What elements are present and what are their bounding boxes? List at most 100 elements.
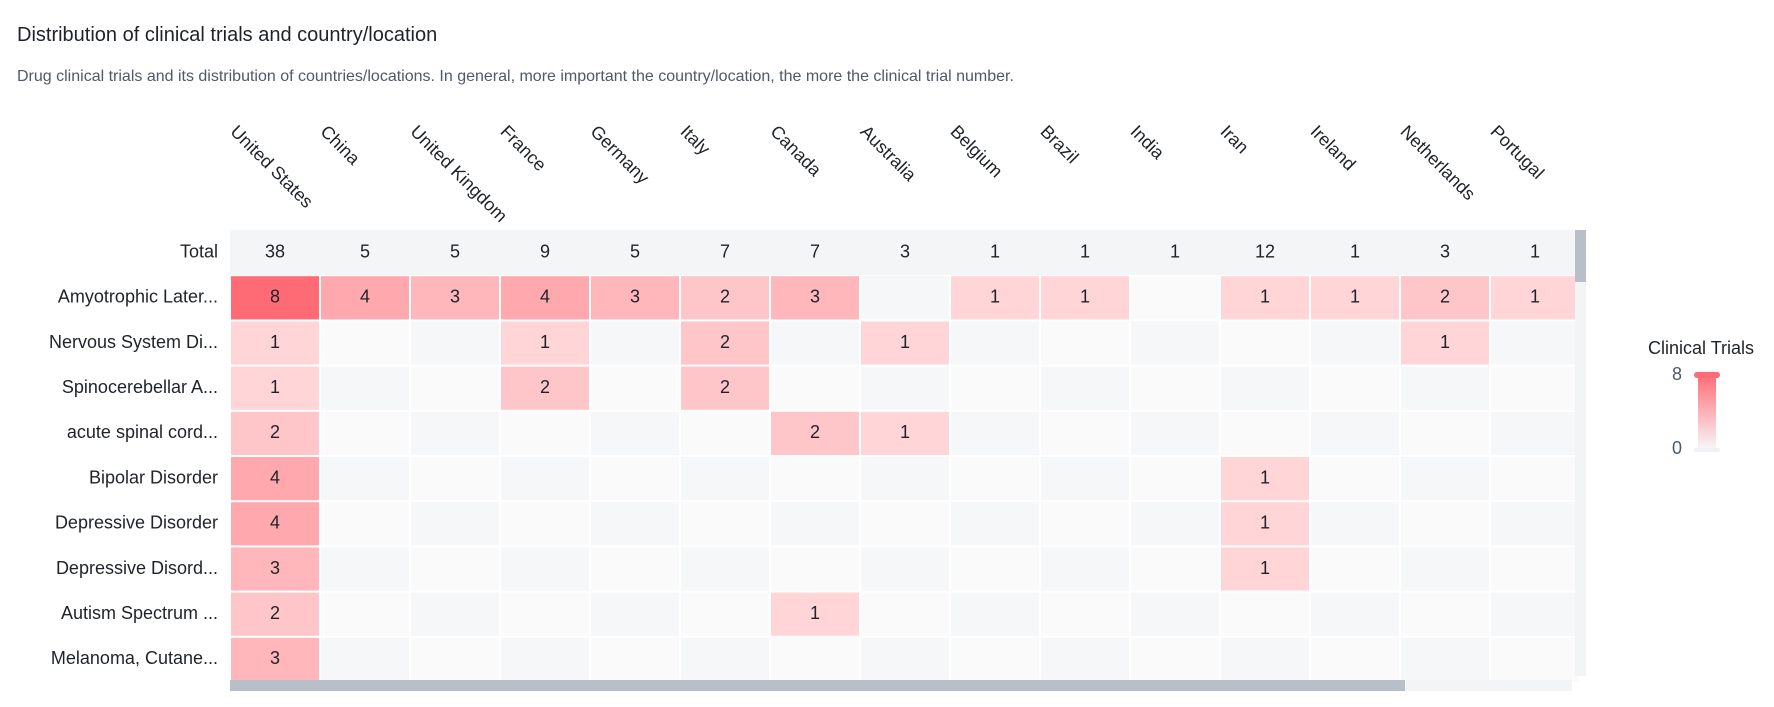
heatmap-empty-cell[interactable] xyxy=(1221,367,1309,410)
heatmap-empty-cell[interactable] xyxy=(681,638,769,681)
heatmap-empty-cell[interactable] xyxy=(321,593,409,636)
heatmap-empty-cell[interactable] xyxy=(411,412,499,455)
heatmap-empty-cell[interactable] xyxy=(1401,638,1489,681)
heatmap-empty-cell[interactable] xyxy=(1311,412,1399,455)
heatmap-empty-cell[interactable] xyxy=(1041,321,1129,364)
heatmap-empty-cell[interactable] xyxy=(1131,412,1219,455)
heatmap-empty-cell[interactable] xyxy=(1491,321,1579,364)
heatmap-empty-cell[interactable] xyxy=(951,502,1039,545)
heatmap-empty-cell[interactable] xyxy=(1311,321,1399,364)
heatmap-empty-cell[interactable] xyxy=(681,457,769,500)
heatmap-empty-cell[interactable] xyxy=(951,638,1039,681)
heatmap-empty-cell[interactable] xyxy=(861,367,949,410)
heatmap-empty-cell[interactable] xyxy=(951,367,1039,410)
heatmap-empty-cell[interactable] xyxy=(771,638,859,681)
heatmap-empty-cell[interactable] xyxy=(1401,367,1489,410)
heatmap-empty-cell[interactable] xyxy=(1311,593,1399,636)
heatmap-empty-cell[interactable] xyxy=(411,547,499,590)
heatmap-empty-cell[interactable] xyxy=(1401,412,1489,455)
heatmap-empty-cell[interactable] xyxy=(1131,367,1219,410)
heatmap-empty-cell[interactable] xyxy=(501,638,589,681)
heatmap-empty-cell[interactable] xyxy=(771,547,859,590)
heatmap-empty-cell[interactable] xyxy=(681,547,769,590)
heatmap-empty-cell[interactable] xyxy=(1041,547,1129,590)
heatmap-empty-cell[interactable] xyxy=(1041,502,1129,545)
heatmap-empty-cell[interactable] xyxy=(1131,457,1219,500)
heatmap-empty-cell[interactable] xyxy=(591,412,679,455)
heatmap-empty-cell[interactable] xyxy=(591,593,679,636)
heatmap-empty-cell[interactable] xyxy=(681,593,769,636)
heatmap-empty-cell[interactable] xyxy=(411,367,499,410)
heatmap-empty-cell[interactable] xyxy=(1131,638,1219,681)
heatmap-empty-cell[interactable] xyxy=(1401,547,1489,590)
heatmap-empty-cell[interactable] xyxy=(591,367,679,410)
heatmap-empty-cell[interactable] xyxy=(861,457,949,500)
heatmap-empty-cell[interactable] xyxy=(1041,593,1129,636)
heatmap-empty-cell[interactable] xyxy=(1131,547,1219,590)
heatmap-empty-cell[interactable] xyxy=(591,638,679,681)
heatmap-empty-cell[interactable] xyxy=(501,412,589,455)
heatmap-empty-cell[interactable] xyxy=(861,276,949,319)
heatmap-empty-cell[interactable] xyxy=(411,502,499,545)
heatmap-empty-cell[interactable] xyxy=(1491,367,1579,410)
heatmap-empty-cell[interactable] xyxy=(411,638,499,681)
heatmap-empty-cell[interactable] xyxy=(951,457,1039,500)
heatmap-empty-cell[interactable] xyxy=(771,321,859,364)
vertical-scrollbar-track[interactable] xyxy=(1575,230,1586,676)
heatmap-empty-cell[interactable] xyxy=(1041,412,1129,455)
heatmap-empty-cell[interactable] xyxy=(1041,638,1129,681)
heatmap-empty-cell[interactable] xyxy=(411,457,499,500)
heatmap-empty-cell[interactable] xyxy=(951,547,1039,590)
heatmap-empty-cell[interactable] xyxy=(951,412,1039,455)
heatmap-empty-cell[interactable] xyxy=(411,321,499,364)
heatmap-empty-cell[interactable] xyxy=(321,457,409,500)
heatmap-empty-cell[interactable] xyxy=(1491,457,1579,500)
heatmap-empty-cell[interactable] xyxy=(1491,412,1579,455)
heatmap-empty-cell[interactable] xyxy=(1131,276,1219,319)
heatmap-empty-cell[interactable] xyxy=(1221,638,1309,681)
heatmap-empty-cell[interactable] xyxy=(951,593,1039,636)
heatmap-empty-cell[interactable] xyxy=(1311,638,1399,681)
heatmap-empty-cell[interactable] xyxy=(1221,593,1309,636)
heatmap-empty-cell[interactable] xyxy=(321,367,409,410)
heatmap-empty-cell[interactable] xyxy=(321,502,409,545)
horizontal-scrollbar-thumb[interactable] xyxy=(230,680,1405,691)
heatmap-empty-cell[interactable] xyxy=(411,593,499,636)
heatmap-empty-cell[interactable] xyxy=(1401,593,1489,636)
heatmap-empty-cell[interactable] xyxy=(1221,412,1309,455)
heatmap-empty-cell[interactable] xyxy=(681,502,769,545)
heatmap-empty-cell[interactable] xyxy=(501,502,589,545)
heatmap-empty-cell[interactable] xyxy=(591,321,679,364)
heatmap-empty-cell[interactable] xyxy=(861,593,949,636)
heatmap-empty-cell[interactable] xyxy=(771,457,859,500)
heatmap-empty-cell[interactable] xyxy=(1131,593,1219,636)
legend-max-handle[interactable] xyxy=(1694,372,1720,378)
heatmap-empty-cell[interactable] xyxy=(951,321,1039,364)
heatmap-empty-cell[interactable] xyxy=(1491,593,1579,636)
heatmap-empty-cell[interactable] xyxy=(321,638,409,681)
heatmap-empty-cell[interactable] xyxy=(321,412,409,455)
heatmap-empty-cell[interactable] xyxy=(861,502,949,545)
heatmap-empty-cell[interactable] xyxy=(501,457,589,500)
heatmap-empty-cell[interactable] xyxy=(1401,457,1489,500)
heatmap-empty-cell[interactable] xyxy=(1041,457,1129,500)
heatmap-empty-cell[interactable] xyxy=(501,547,589,590)
heatmap-empty-cell[interactable] xyxy=(771,367,859,410)
heatmap-empty-cell[interactable] xyxy=(1401,502,1489,545)
heatmap-empty-cell[interactable] xyxy=(321,547,409,590)
heatmap-empty-cell[interactable] xyxy=(1131,502,1219,545)
heatmap-empty-cell[interactable] xyxy=(861,638,949,681)
heatmap-empty-cell[interactable] xyxy=(1131,321,1219,364)
heatmap-empty-cell[interactable] xyxy=(1491,638,1579,681)
heatmap-empty-cell[interactable] xyxy=(1491,502,1579,545)
heatmap-empty-cell[interactable] xyxy=(591,547,679,590)
heatmap-empty-cell[interactable] xyxy=(861,547,949,590)
heatmap-empty-cell[interactable] xyxy=(591,502,679,545)
heatmap-empty-cell[interactable] xyxy=(1311,457,1399,500)
heatmap-empty-cell[interactable] xyxy=(321,321,409,364)
vertical-scrollbar-thumb[interactable] xyxy=(1575,230,1586,282)
heatmap-empty-cell[interactable] xyxy=(1221,321,1309,364)
heatmap-empty-cell[interactable] xyxy=(1041,367,1129,410)
legend-gradient-bar[interactable] xyxy=(1698,374,1716,450)
heatmap-empty-cell[interactable] xyxy=(771,502,859,545)
